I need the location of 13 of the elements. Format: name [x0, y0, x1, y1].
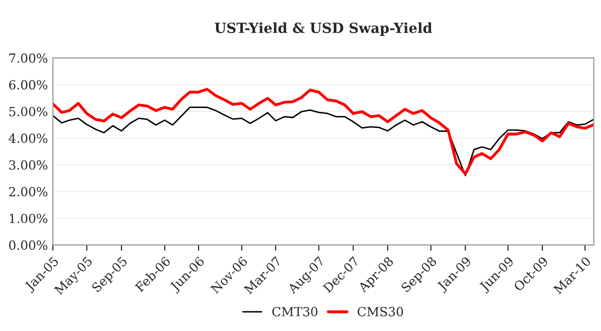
- y-tick-label: 1.00%: [10, 214, 48, 224]
- legend-label: CMS30: [358, 306, 403, 316]
- y-tick-label: 0.00%: [9, 240, 48, 250]
- legend-label: CMT30: [272, 306, 318, 316]
- y-tick-label: 2.00%: [9, 186, 48, 196]
- y-tick-label: 6.00%: [9, 80, 48, 90]
- y-tick-label: 3.00%: [9, 160, 48, 170]
- y-tick-label: 4.00%: [8, 134, 48, 143]
- line-series: [52, 88, 594, 176]
- line-series: [52, 106, 594, 176]
- y-tick-label: 7.00%: [9, 53, 48, 63]
- chart-title: UST-Yield & USD Swap-Yield: [214, 22, 432, 36]
- y-tick-label: 5.00%: [9, 106, 48, 116]
